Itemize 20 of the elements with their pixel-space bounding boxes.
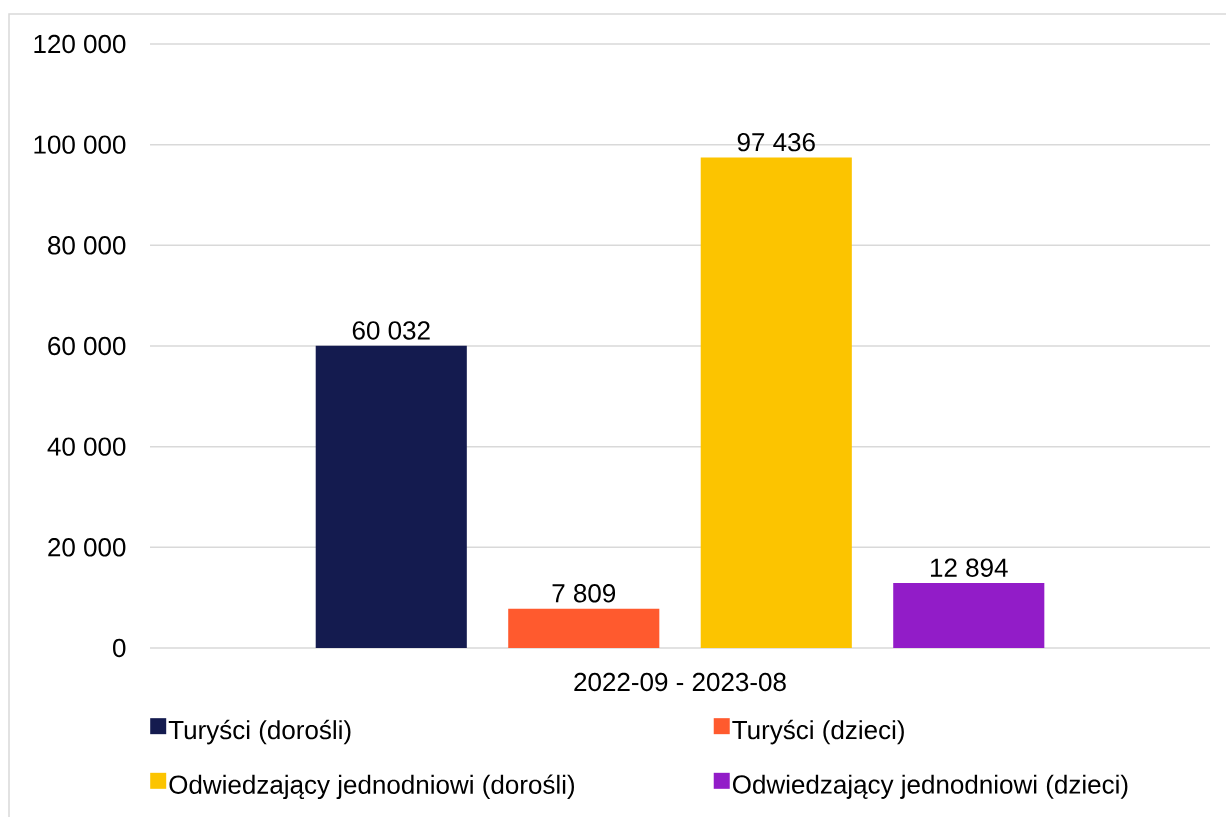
y-tick-label: 60 000: [48, 336, 126, 356]
y-tick-label: 100 000: [34, 135, 126, 154]
y-tick-label: 80 000: [48, 236, 126, 255]
bar: [893, 583, 1045, 648]
data-label: 97 436: [737, 132, 815, 152]
y-tick-label: 40 000: [47, 437, 126, 456]
legend-label: Turyści (dorośli): [168, 719, 351, 745]
data-label: 60 032: [352, 321, 430, 340]
y-tick-label: 20 000: [48, 538, 126, 557]
y-tick-label: 120 000: [34, 34, 126, 54]
bar: [315, 345, 467, 648]
data-label: 12 894: [930, 558, 1008, 577]
bar: [700, 157, 852, 648]
legend-label: Odwiedzający jednodniowi (dorośli): [169, 774, 574, 800]
bar: [508, 608, 660, 648]
data-label: 7 809: [552, 584, 616, 603]
legend-label: Odwiedzający jednodniowi (dzieci): [732, 774, 1128, 799]
x-tick-label: 2022-09 - 2023-08: [574, 672, 786, 692]
y-tick-label: 0: [113, 638, 126, 658]
legend-label: Turyści (dzieci): [732, 719, 904, 745]
